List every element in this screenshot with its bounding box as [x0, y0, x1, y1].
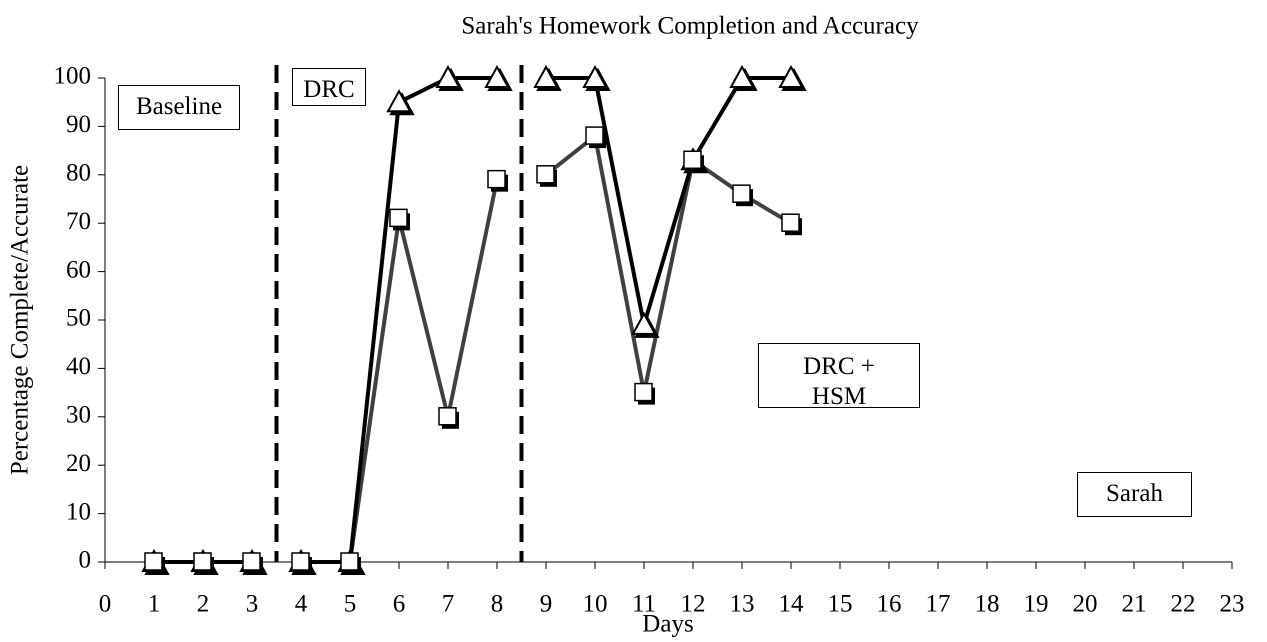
marker-shape: [435, 64, 461, 88]
series-line: [301, 179, 499, 564]
y-tick-label: 70: [66, 208, 91, 235]
x-tick-label: 8: [491, 591, 504, 618]
annotation: Baseline: [118, 85, 240, 130]
marker-shape: [484, 64, 510, 88]
x-tick-label: 0: [99, 591, 112, 618]
x-tick-label: 19: [1024, 591, 1049, 618]
y-axis-label: Percentage Complete/Accurate: [7, 165, 34, 475]
data-point: [484, 64, 513, 91]
x-tick-label: 21: [1122, 591, 1147, 618]
marker-shape: [193, 552, 212, 571]
x-tick-label: 14: [779, 591, 805, 618]
data-point: [582, 64, 611, 91]
marker-shape: [634, 382, 653, 402]
y-tick-label: 80: [66, 160, 91, 187]
x-tick-label: 9: [540, 591, 553, 618]
y-tick-label: 50: [66, 305, 91, 332]
x-tick-label: 15: [828, 591, 853, 618]
marker-shape: [386, 89, 412, 113]
marker-shape: [732, 184, 751, 203]
marker-shape: [438, 407, 457, 426]
data-point: [438, 407, 459, 429]
data-point: [631, 311, 660, 338]
marker-shape: [683, 150, 702, 170]
data-point: [781, 213, 802, 236]
annotation: DRC + HSM: [758, 343, 920, 408]
y-tick-label: 20: [66, 450, 91, 477]
x-tick-label: 6: [393, 591, 406, 618]
x-tick-label: 13: [730, 591, 755, 618]
marker-shape: [389, 208, 408, 228]
y-tick-label: 40: [66, 353, 91, 380]
data-point: [389, 208, 410, 231]
x-tick-label: 23: [1220, 591, 1245, 618]
y-tick-label: 100: [54, 63, 92, 90]
marker-shape: [582, 64, 608, 88]
data-point: [778, 64, 807, 91]
annotation: Sarah: [1077, 472, 1192, 517]
data-point: [487, 169, 508, 192]
data-point: [585, 126, 606, 149]
annotation: DRC: [292, 68, 366, 106]
x-tick-label: 17: [926, 591, 951, 618]
x-axis-label: Days: [642, 611, 693, 638]
data-point: [386, 89, 415, 116]
data-point: [732, 184, 753, 207]
data-point: [291, 552, 312, 574]
y-tick-label: 60: [66, 256, 91, 283]
marker-shape: [778, 64, 804, 88]
marker-shape: [631, 311, 657, 335]
data-point: [193, 552, 214, 574]
y-tick-label: 0: [79, 547, 92, 574]
data-point: [340, 552, 361, 574]
data-point: [533, 64, 562, 91]
marker-shape: [291, 552, 310, 571]
x-tick-label: 3: [246, 591, 259, 618]
marker-shape: [585, 126, 604, 145]
data-point: [144, 552, 165, 574]
marker-shape: [536, 165, 555, 184]
x-tick-label: 1: [148, 591, 161, 618]
x-tick-label: 11: [632, 591, 656, 618]
data-point: [435, 64, 464, 91]
marker-shape: [144, 552, 163, 571]
x-tick-label: 16: [877, 591, 902, 618]
marker-shape: [781, 213, 800, 232]
data-point: [634, 382, 655, 405]
x-tick-label: 7: [442, 591, 455, 618]
marker-shape: [487, 169, 506, 189]
x-tick-label: 12: [681, 591, 706, 618]
x-tick-label: 22: [1171, 591, 1196, 618]
data-point: [536, 165, 557, 187]
marker-shape: [729, 64, 755, 88]
series-line: [544, 132, 793, 394]
x-tick-label: 18: [975, 591, 1000, 618]
x-tick-label: 4: [295, 591, 308, 618]
data-point: [683, 150, 704, 173]
marker-shape: [533, 64, 559, 88]
marker-shape: [340, 552, 359, 571]
y-tick-label: 90: [66, 111, 91, 138]
y-tick-label: 10: [66, 498, 91, 525]
x-tick-label: 10: [583, 591, 608, 618]
data-point: [242, 552, 263, 574]
x-tick-label: 2: [197, 591, 210, 618]
marker-shape: [242, 552, 261, 571]
chart-title: Sarah's Homework Completion and Accuracy: [461, 13, 919, 40]
y-tick-label: 30: [66, 402, 91, 429]
x-tick-label: 20: [1073, 591, 1098, 618]
x-tick-label: 5: [344, 591, 357, 618]
data-point: [729, 64, 758, 91]
